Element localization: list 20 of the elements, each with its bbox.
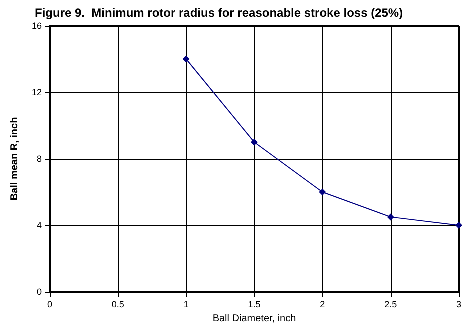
x-tick-label: 3 xyxy=(456,300,462,310)
x-tick-label: 2.5 xyxy=(384,300,398,310)
x-axis-title: Ball Diameter, inch xyxy=(212,313,296,324)
chart-title: Figure 9. Minimum rotor radius for reasonable stroke loss (25%) xyxy=(35,6,404,20)
point xyxy=(182,56,190,63)
x-tick-label: 2 xyxy=(320,300,326,310)
x-tick-label: 1 xyxy=(184,300,189,310)
y-tick-label: 16 xyxy=(32,21,42,31)
y-tick-label: 4 xyxy=(36,220,42,230)
point xyxy=(387,214,394,221)
point xyxy=(251,138,258,146)
y-axis-title: Ball mean R, inch xyxy=(10,117,20,201)
y-tick-label: 8 xyxy=(36,154,42,164)
point xyxy=(319,188,326,196)
x-tick-label: 0 xyxy=(47,300,53,310)
x-tick-label: 0.5 xyxy=(112,300,124,310)
y-tick-label: 12 xyxy=(32,88,42,98)
point xyxy=(456,222,462,229)
y-tick-label: 0 xyxy=(36,287,42,297)
x-tick-label: 1.5 xyxy=(248,300,261,310)
